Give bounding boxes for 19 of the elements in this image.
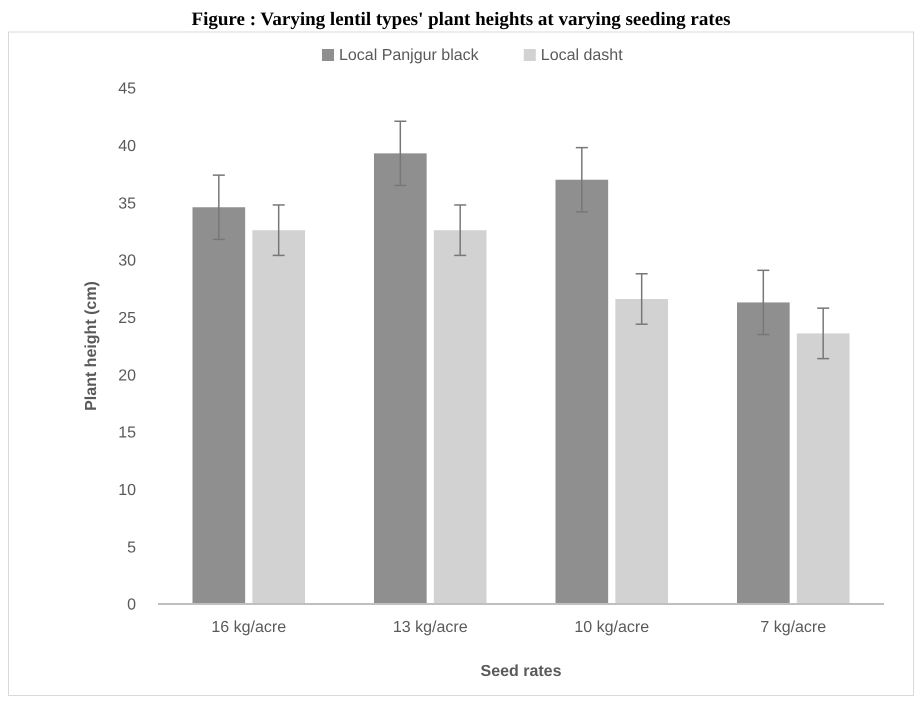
y-tick-label: 40 [118,138,136,155]
y-tick-label: 20 [118,367,136,384]
chart-title: Figure : Varying lentil types' plant heights at varying seeding rates [191,9,731,30]
y-tick-label: 35 [118,195,136,212]
y-tick-label: 30 [118,252,136,270]
x-tick-label: 16 kg/acre [211,619,286,636]
x-tick-label: 13 kg/acre [392,619,468,636]
x-tick-label: 10 kg/acre [574,619,650,636]
y-tick-label: 5 [127,539,136,556]
y-axis-title: Plant height (cm) [83,281,100,411]
y-tick-label: 25 [118,310,136,327]
legend-label: Local dasht [540,47,624,64]
x-axis-title: Seed rates [480,663,562,680]
y-tick-label: 10 [118,482,136,499]
y-tick-label: 0 [127,596,136,614]
legend-label: Local Panjgur black [339,47,480,64]
x-tick-label: 7 kg/acre [760,619,826,636]
y-tick-label: 45 [118,80,136,98]
y-tick-label: 15 [118,424,136,442]
